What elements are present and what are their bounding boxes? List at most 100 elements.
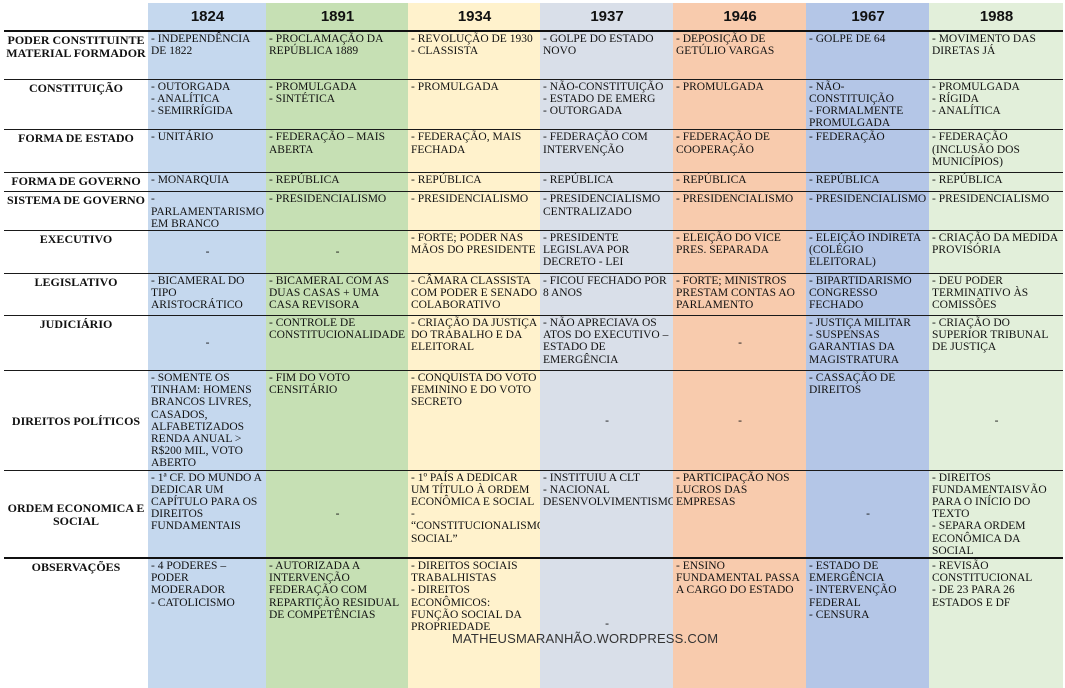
cell-text: - SOMENTE OS TINHAM: HOMENS BRANCOS LIVR… xyxy=(151,371,255,470)
table-cell: - JUSTIÇA MILITAR - SUSPENSAS GARANTIAS D… xyxy=(806,314,929,371)
cell-text: - DIREITOS ECONÔMICOS: FUNÇÃO SOCIAL DA … xyxy=(411,584,524,633)
cell-text: - PRESIDENCIALISMO CENTRALIZADO xyxy=(543,193,664,218)
row-label: JUDICIÁRIO xyxy=(4,314,148,371)
table-cell: - CONTROLE DE CONSTITUCIONALIDADE xyxy=(266,314,408,371)
cell-text: - PROMULGADA xyxy=(932,80,1020,93)
cell-text: - REPÚBLICA xyxy=(411,174,482,187)
table-cell: - MONARQUIA xyxy=(148,172,266,192)
cell-text: - INDEPENDÊNCIA DE 1822 xyxy=(151,33,253,58)
table-cell: - PROMULGADA xyxy=(673,78,806,130)
header-row: 1824 1891 1934 1937 1946 1967 1988 xyxy=(4,3,1063,32)
cell-text: - CONQUISTA DO VOTO FEMININO E DO VOTO S… xyxy=(411,371,540,409)
table-cell: - PROMULGADA xyxy=(408,78,540,130)
table-row: JUDICIÁRIO - - CONTROLE DE CONSTITUCIONALI… xyxy=(4,314,1063,371)
cell-text: - OUTORGADA xyxy=(151,80,231,93)
cell-text: - BICAMERAL DO TIPO ARISTOCRÁTICO xyxy=(151,274,248,312)
table-cell: - BIPARTIDARISMO CONGRESSO FECHADO xyxy=(806,272,929,316)
table-cell: - xyxy=(929,369,1063,471)
cell-text: - xyxy=(605,617,609,630)
year-header: 1946 xyxy=(673,3,806,32)
cell-text: - ESTADO DE EMERG xyxy=(543,92,656,105)
table-cell: - ENSINO FUNDAMENTAL PASSA A CARGO DO ES… xyxy=(673,556,806,688)
year-header: 1967 xyxy=(806,3,929,32)
table-cell: - PROCLAMAÇÃO DA REPÚBLICA 1889 xyxy=(266,30,408,79)
table-cell: - REPÚBLICA xyxy=(540,172,673,192)
year-header: 1891 xyxy=(266,3,408,32)
cell-text: - FEDERAÇÃO xyxy=(809,131,885,144)
table-cell: - DEU PODER TERMINATIVO ÀS COMISSÕES xyxy=(929,272,1063,316)
cell-text: - CRIAÇÃO DA MEDIDA PROVISÓRIA xyxy=(932,231,1061,257)
table-cell: - 4 PODERES – PODER MODERADOR - CATOLICIS… xyxy=(148,556,266,688)
cell-text: - REPÚBLICA xyxy=(676,174,747,187)
cell-text: - xyxy=(866,508,870,521)
cell-text: - SEPARA ORDEM ECONÔMICA DA SOCIAL xyxy=(932,520,1029,557)
row-label: CONSTITUIÇÃO xyxy=(4,78,148,130)
cell-text: - FICOU FECHADO POR 8 ANOS xyxy=(543,274,670,300)
cell-text: - SUSPENSAS GARANTIAS DA MAGISTRATURA xyxy=(809,329,900,366)
table-cell: - xyxy=(148,314,266,371)
cell-text: - CRIAÇÃO DO SUPERIOR TRIBUNAL DE JUSTIÇ… xyxy=(932,316,1051,354)
table-cell: - CRIAÇÃO DA MEDIDA PROVISÓRIA xyxy=(929,229,1063,274)
table-cell: - ELEIÇÃO DO VICE PRES. SEPARADA xyxy=(673,229,806,274)
table-cell: - FORTE; MINISTROS PRESTAM CONTAS AO PAR… xyxy=(673,272,806,316)
table-cell: - xyxy=(806,469,929,558)
table-cell: - xyxy=(540,369,673,471)
table-cell: - GOLPE DO ESTADO NOVO xyxy=(540,30,673,79)
table-cell: - ELEIÇÃO INDIRETA (COLÉGIO ELEITORAL) xyxy=(806,229,929,274)
table-cell: - PRESIDENCIALISMO xyxy=(806,191,929,231)
table-row: FORMA DE GOVERNO - MONARQUIA - REPÚBLICA - … xyxy=(4,172,1063,192)
table-cell: - FEDERAÇÃO COM INTERVENÇÃO xyxy=(540,129,673,173)
table-row: CONSTITUIÇÃO - OUTORGADA - ANALÍTICA - SEMI… xyxy=(4,78,1063,130)
table-cell: - BICAMERAL COM AS DUAS CASAS + UMA CASA… xyxy=(266,272,408,316)
cell-text: - FORTE; MINISTROS PRESTAM CONTAS AO PAR… xyxy=(676,274,798,312)
site-watermark: MATHEUSMARANHÃO.WORDPRESS.COM xyxy=(452,631,719,646)
table-cell: - REPÚBLICA xyxy=(673,172,806,192)
cell-text: - FEDERAÇÃO, MAIS FECHADA xyxy=(411,131,525,156)
table-cell: - NÃO-CONSTITUIÇÃO - ESTADO DE EMERG - OUT… xyxy=(540,78,673,130)
cell-text: - BIPARTIDARISMO CONGRESSO FECHADO xyxy=(809,274,915,312)
cell-text: - ANALÍTICA xyxy=(932,104,1001,117)
cell-text: - xyxy=(205,337,210,350)
cell-text: - ELEIÇÃO INDIRETA (COLÉGIO ELEITORAL) xyxy=(809,231,924,269)
table-cell: - DIREITOS SOCIAIS TRABALHISTAS - DIREITO… xyxy=(408,556,540,688)
cell-text: - DEPOSIÇÃO DE GETÚLIO VARGAS xyxy=(676,33,775,58)
cell-text: - PRESIDENTE LEGISLAVA POR DECRETO - LEI xyxy=(543,231,633,269)
cell-text: - ENSINO FUNDAMENTAL PASSA A CARGO DO ES… xyxy=(676,559,802,597)
table-cell: - INSTITUIU A CLT - NACIONAL DESENVOLVIME… xyxy=(540,469,673,558)
table-row: OBSERVAÇÕES - 4 PODERES – PODER MODERADOR… xyxy=(4,556,1063,688)
cell-text: - PROMULGADA xyxy=(411,80,499,93)
cell-text: - PARTICIPAÇÃO NOS LUCROS DAS EMPRESAS xyxy=(676,471,793,508)
table-cell: - UNITÁRIO xyxy=(148,129,266,173)
table-cell: - REPÚBLICA xyxy=(266,172,408,192)
cell-text: - NÃO-CONSTITUIÇÃO xyxy=(809,80,894,105)
table-cell: - ESTADO DE EMERGÊNCIA - INTERVENÇÃO FEDE… xyxy=(806,556,929,688)
row-label: DIREITOS POLÍTICOS xyxy=(4,369,148,471)
year-header: 1937 xyxy=(540,3,673,32)
cell-text: - DE 23 PARA 26 ESTADOS E DF xyxy=(932,584,1018,609)
table-cell: - FORTE; PODER NAS MÃOS DO PRESIDENTE xyxy=(408,229,540,274)
table-cell: - xyxy=(266,469,408,558)
cell-text: - REPÚBLICA xyxy=(269,174,340,187)
table-cell: - BICAMERAL DO TIPO ARISTOCRÁTICO xyxy=(148,272,266,316)
table-cell: - SOMENTE OS TINHAM: HOMENS BRANCOS LIVR… xyxy=(148,369,266,471)
table-cell: - xyxy=(673,369,806,471)
cell-text: - xyxy=(205,246,210,259)
cell-text: - xyxy=(738,414,742,427)
table-row: SISTEMA DE GOVERNO -PARLAMENTARISMO EM BR… xyxy=(4,191,1063,231)
cell-text: - MOVIMENTO DAS DIRETAS JÁ xyxy=(932,33,1039,58)
table-cell: - CASSAÇÃO DE DIREITOS xyxy=(806,369,929,471)
cell-text: - NACIONAL DESENVOLVIMENTISMO xyxy=(543,483,673,508)
cell-text: - DIREITOS FUNDAMENTAISVÃO PARA O INÍCIO… xyxy=(932,471,1050,521)
cell-text: - xyxy=(994,414,999,427)
table-row: FORMA DE ESTADO - UNITÁRIO - FEDERAÇÃO – M… xyxy=(4,129,1063,173)
table-cell: - INDEPENDÊNCIA DE 1822 xyxy=(148,30,266,79)
cell-text: - UNITÁRIO xyxy=(151,131,214,144)
cell-text: - SINTÉTICA xyxy=(269,92,336,105)
year-header: 1988 xyxy=(929,3,1063,32)
cell-text: - OUTORGADA xyxy=(543,104,623,117)
cell-text: - FEDERAÇÃO DE COOPERAÇÃO xyxy=(676,131,773,156)
table-row: EXECUTIVO - - - FORTE; PODER NAS MÃOS DO PR… xyxy=(4,229,1063,274)
cell-text: - AUTORIZADA A INTERVENÇÃO FEDERAÇÃO COM… xyxy=(269,559,402,621)
cell-text: - 1ª CF. DO MUNDO A DEDICAR UM CAPÍTULO … xyxy=(151,471,265,533)
table-cell: - PRESIDENCIALISMO xyxy=(266,191,408,231)
